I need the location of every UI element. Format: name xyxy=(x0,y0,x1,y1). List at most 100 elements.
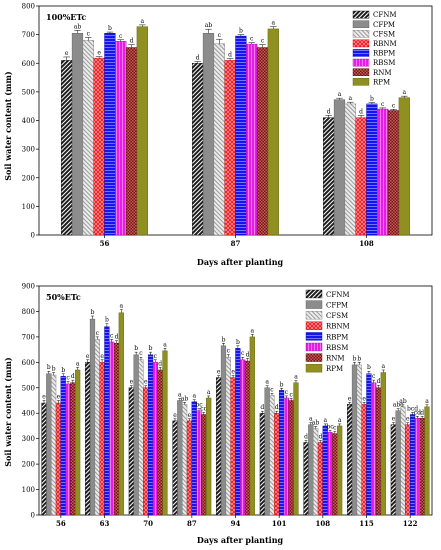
bar-cfnm xyxy=(347,404,353,516)
legend-label-rpm: RPM xyxy=(326,365,343,373)
y-tick-label: 600 xyxy=(22,359,35,367)
significance-letter: c xyxy=(250,36,254,43)
significance-letter: d xyxy=(260,404,264,411)
bar-rpm xyxy=(293,382,299,516)
bar-cfsm xyxy=(51,374,57,516)
significance-letter: ab xyxy=(312,419,320,426)
bar-cfnm xyxy=(41,402,47,516)
significance-letter: c xyxy=(119,33,123,40)
significance-letter: cd xyxy=(414,409,421,416)
bar-rbnm xyxy=(355,117,367,236)
y-tick-label: 500 xyxy=(22,88,35,96)
significance-letter: e xyxy=(97,50,101,57)
bar-cfsm xyxy=(400,406,406,516)
y-tick-label: 500 xyxy=(22,384,35,392)
significance-letter: bc xyxy=(195,402,203,409)
significance-letter: b xyxy=(280,381,284,388)
legend-label-rpm: RPM xyxy=(373,78,390,86)
significance-letter: c xyxy=(270,386,274,393)
bar-rbsm xyxy=(109,341,115,516)
significance-letter: c xyxy=(392,102,396,109)
significance-letter: a xyxy=(120,303,124,310)
bar-rbpm xyxy=(60,376,66,516)
bar-rnm xyxy=(419,418,425,516)
y-tick-label: 300 xyxy=(22,435,35,443)
y-tick-label: 0 xyxy=(31,232,35,240)
y-tick-label: 400 xyxy=(22,117,35,125)
x-tick-label: 108 xyxy=(316,519,331,528)
bar-cfsm xyxy=(225,357,231,516)
bar-rbpm xyxy=(322,425,328,516)
significance-letter: b xyxy=(47,364,51,371)
bar-cfpm xyxy=(395,410,401,516)
bar-cfnm xyxy=(323,117,335,236)
x-tick-label: 70 xyxy=(143,519,153,528)
bar-rbsm xyxy=(414,418,420,516)
bar-rbnm xyxy=(274,413,280,516)
bar-rbnm xyxy=(186,420,193,516)
bar-cfsm xyxy=(138,359,144,516)
bar-rbpm xyxy=(235,35,247,236)
bar-cfnm xyxy=(172,420,178,516)
bar-cfnm xyxy=(61,60,73,236)
y-tick-label: 700 xyxy=(22,333,35,341)
significance-letter: d xyxy=(196,55,200,62)
bar-rnm xyxy=(256,47,269,236)
legend-label-rbnm: RBNM xyxy=(373,40,397,48)
significance-letter: a xyxy=(163,341,167,348)
legend-label-cfsm: CFSM xyxy=(326,312,348,320)
bar-cfpm xyxy=(177,400,183,516)
x-tick-label: 87 xyxy=(231,239,241,248)
legend-swatch-cfpm xyxy=(352,20,370,29)
bar-rbsm xyxy=(283,397,289,516)
bar-rnm xyxy=(125,47,138,236)
legend-swatch-cfsm xyxy=(305,311,323,320)
significance-letter: e xyxy=(173,412,177,419)
bar-rpm xyxy=(118,312,124,516)
significance-letter: c xyxy=(289,391,293,398)
significance-letter: b xyxy=(149,345,153,352)
significance-letter: ab xyxy=(74,23,82,30)
significance-letter: c xyxy=(372,373,376,380)
significance-letter: e xyxy=(144,379,148,386)
bar-rpm xyxy=(380,372,386,516)
significance-letter: a xyxy=(338,417,342,424)
significance-letter: c xyxy=(218,32,222,39)
legend-swatch-rbnm xyxy=(352,39,370,48)
significance-letter: d xyxy=(228,52,232,59)
significance-letter: c xyxy=(110,332,114,339)
bar-rbsm xyxy=(246,43,258,236)
significance-letter: c xyxy=(333,425,337,432)
significance-letter: b xyxy=(52,366,56,373)
y-tick-label: 0 xyxy=(31,512,35,520)
bar-rpm xyxy=(75,369,81,516)
significance-letter: e xyxy=(100,353,104,360)
bar-cfnm xyxy=(85,362,91,516)
bar-cfsm xyxy=(344,103,356,236)
bar-rbpm xyxy=(191,401,197,516)
significance-letter: a xyxy=(265,379,269,386)
bar-rpm xyxy=(206,397,212,516)
bar-rbsm xyxy=(65,383,71,516)
significance-letter: a xyxy=(192,393,196,400)
significance-letter: c xyxy=(66,374,70,381)
significance-letter: a xyxy=(251,327,255,334)
y-tick-label: 800 xyxy=(22,3,35,11)
bar-rbnm xyxy=(93,57,105,236)
x-axis-title-bottom: Days after planting xyxy=(197,535,284,545)
y-tick-label: 100 xyxy=(22,203,35,211)
legend-swatch-rpm xyxy=(305,364,323,373)
legend-label-rbsm: RBSM xyxy=(373,59,395,67)
significance-letter: d xyxy=(71,373,75,380)
bar-rbsm xyxy=(327,432,333,516)
y-axis-title-top: Soil water content (mm) xyxy=(3,71,13,181)
bar-cfpm xyxy=(308,424,314,516)
legend-label-rnm: RNM xyxy=(373,69,392,77)
bar-cfpm xyxy=(71,32,84,236)
y-tick-label: 300 xyxy=(22,146,35,154)
bar-rbnm xyxy=(143,387,149,516)
significance-letter: ab xyxy=(399,398,407,405)
x-tick-label: 56 xyxy=(56,519,66,528)
legend-swatch-rnm xyxy=(305,353,323,362)
legend-label-rbnm: RBNM xyxy=(326,323,350,331)
